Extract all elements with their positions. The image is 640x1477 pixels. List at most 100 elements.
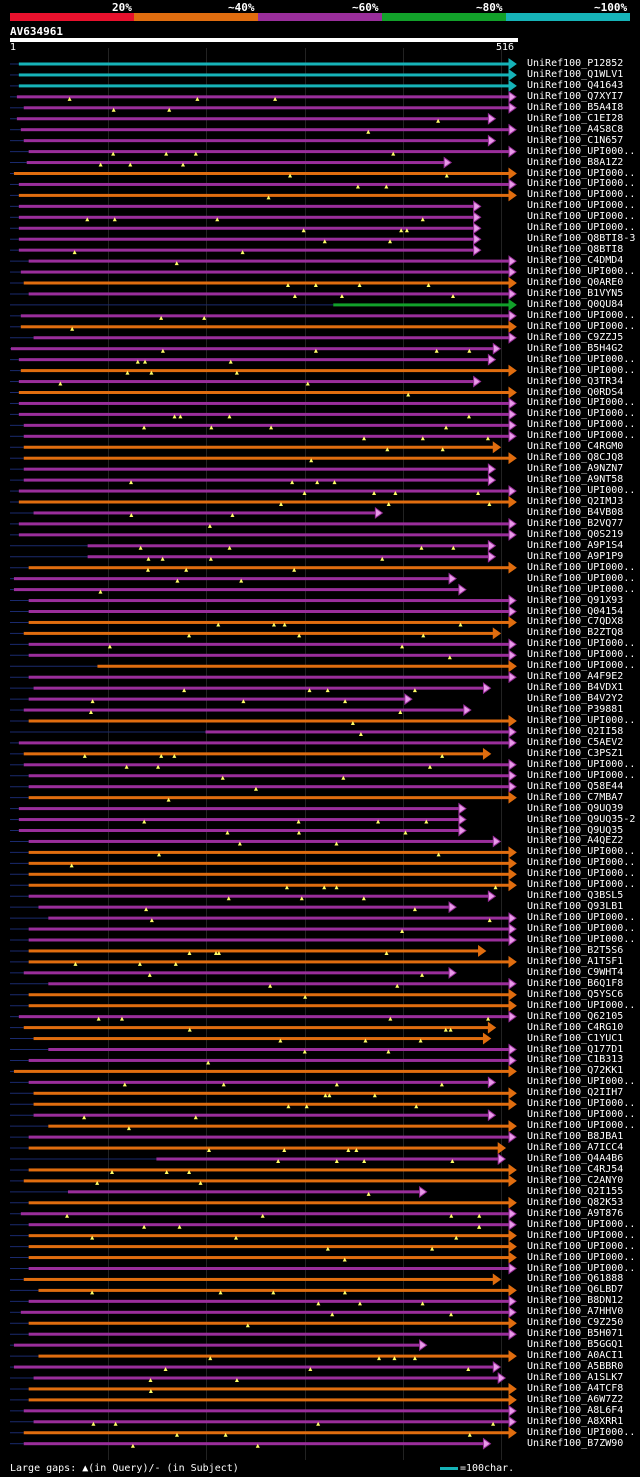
hit-bar[interactable] [18,1015,511,1019]
hit-label[interactable]: UniRef100_C7QDX8 [527,616,624,628]
hit-label[interactable]: UniRef100_B2VQ77 [527,517,624,529]
hit-bar[interactable] [20,314,510,318]
hit-label[interactable]: UniRef100_UPI000.. [527,222,636,234]
hit-label[interactable]: UniRef100_B4VDX1 [527,682,624,694]
hit-bar[interactable] [18,182,511,186]
hit-bar[interactable] [18,500,511,504]
hit-bar[interactable] [28,872,510,876]
hit-bar[interactable] [23,708,465,712]
hit-bar[interactable] [23,445,495,449]
hit-bar[interactable] [23,139,490,143]
hit-label[interactable]: UniRef100_UPI000.. [527,309,636,321]
hit-bar[interactable] [23,1179,510,1183]
hit-bar[interactable] [13,1365,495,1369]
hit-label[interactable]: UniRef100_B5A4I8 [527,101,624,113]
hit-label[interactable]: UniRef100_UPI000.. [527,1262,636,1274]
hit-bar[interactable] [23,434,510,438]
hit-label[interactable]: UniRef100_B6Q1F8 [527,977,624,989]
hit-label[interactable]: UniRef100_B8A1Z2 [527,156,624,168]
hit-label[interactable]: UniRef100_B2T5S6 [527,944,624,956]
hit-bar[interactable] [28,1387,510,1391]
hit-label[interactable]: UniRef100_UPI000.. [527,408,636,420]
hit-bar[interactable] [18,73,511,77]
hit-bar[interactable] [33,1091,511,1095]
hit-label[interactable]: UniRef100_C4RJ54 [527,1163,624,1175]
hit-label[interactable]: UniRef100_A9P1P9 [527,550,624,562]
hit-bar[interactable] [20,369,510,373]
hit-label[interactable]: UniRef100_Q8CJQ8 [527,452,624,464]
hit-bar[interactable] [33,1113,490,1117]
hit-bar[interactable] [28,861,510,865]
hit-bar[interactable] [28,960,510,964]
hit-label[interactable]: UniRef100_UPI000.. [527,1218,636,1230]
hit-label[interactable]: UniRef100_UPI000.. [527,1109,636,1121]
hit-label[interactable]: UniRef100_A4TCF8 [527,1382,624,1394]
hit-bar[interactable] [13,1069,511,1073]
hit-bar[interactable] [18,204,475,208]
hit-label[interactable]: UniRef100_C7MBA7 [527,791,624,803]
hit-bar[interactable] [13,577,451,581]
hit-label[interactable]: UniRef100_UPI000.. [527,999,636,1011]
hit-label[interactable]: UniRef100_A4F9E2 [527,671,624,683]
hit-label[interactable]: UniRef100_UPI000.. [527,320,636,332]
hit-label[interactable]: UniRef100_UPI000.. [527,430,636,442]
hit-bar[interactable] [28,642,510,646]
hit-bar[interactable] [33,511,377,515]
hit-label[interactable]: UniRef100_UPI000.. [527,145,636,157]
hit-label[interactable]: UniRef100_C4RGM0 [527,441,624,453]
hit-bar[interactable] [28,566,510,570]
hit-label[interactable]: UniRef100_UPI000.. [527,649,636,661]
hit-label[interactable]: UniRef100_A9T876 [527,1207,624,1219]
hit-label[interactable]: UniRef100_Q93LB1 [527,901,624,913]
hit-bar[interactable] [28,1223,510,1227]
hit-label[interactable]: UniRef100_UPI000.. [527,397,636,409]
hit-bar[interactable] [28,259,510,263]
hit-bar[interactable] [28,1321,510,1325]
hit-label[interactable]: UniRef100_Q72KK1 [527,1065,624,1077]
hit-label[interactable]: UniRef100_Q0ARE0 [527,277,624,288]
hit-label[interactable]: UniRef100_A1SLK7 [527,1372,624,1383]
hit-label[interactable]: UniRef100_UPI000.. [527,1426,636,1438]
hit-bar[interactable] [28,1146,500,1150]
hit-bar[interactable] [18,248,475,252]
hit-label[interactable]: UniRef100_Q91X93 [527,594,624,606]
hit-label[interactable]: UniRef100_A9NZN7 [527,463,624,475]
hit-bar[interactable] [23,1442,485,1446]
hit-label[interactable]: UniRef100_B4VB08 [527,506,624,518]
hit-bar[interactable] [28,894,490,898]
hit-label[interactable]: UniRef100_UPI000.. [527,846,636,858]
hit-label[interactable]: UniRef100_Q2I155 [527,1185,624,1197]
hit-label[interactable]: UniRef100_B8DN12 [527,1295,624,1307]
hit-label[interactable]: UniRef100_B7ZW90 [527,1437,624,1449]
hit-bar[interactable] [16,117,490,121]
hit-bar[interactable] [18,522,511,526]
hit-bar[interactable] [23,631,495,635]
hit-label[interactable]: UniRef100_A8XRR1 [527,1415,624,1427]
hit-label[interactable]: UniRef100_UPI000.. [527,211,636,223]
hit-bar[interactable] [28,292,510,296]
hit-bar[interactable] [23,1277,495,1281]
hit-bar[interactable] [18,237,475,241]
hit-bar[interactable] [28,610,510,613]
hit-bar[interactable] [28,1168,510,1172]
hit-label[interactable]: UniRef100_UPI000.. [527,879,636,891]
hit-label[interactable]: UniRef100_B5GGQ1 [527,1339,624,1351]
hit-bar[interactable] [28,1398,510,1402]
hit-label[interactable]: UniRef100_P12852 [527,58,624,69]
hit-bar[interactable] [18,741,511,745]
hit-label[interactable]: UniRef100_A4QEZ2 [527,835,624,847]
hit-label[interactable]: UniRef100_UPI000.. [527,660,636,672]
hit-label[interactable]: UniRef100_Q04154 [527,605,624,617]
hit-bar[interactable] [28,927,510,931]
hit-label[interactable]: UniRef100_UPI000.. [527,572,636,584]
hit-bar[interactable] [28,1234,510,1238]
hit-bar[interactable] [28,1135,510,1139]
hit-label[interactable]: UniRef100_Q1WLV1 [527,68,624,80]
hit-bar[interactable] [28,1256,510,1260]
hit-label[interactable]: UniRef100_UPI000.. [527,912,636,924]
hit-bar[interactable] [23,1026,490,1030]
hit-bar[interactable] [28,1299,510,1303]
hit-label[interactable]: UniRef100_A9P1S4 [527,539,624,551]
hit-label[interactable]: UniRef100_UPI000.. [527,1240,636,1252]
hit-bar[interactable] [33,1102,511,1106]
